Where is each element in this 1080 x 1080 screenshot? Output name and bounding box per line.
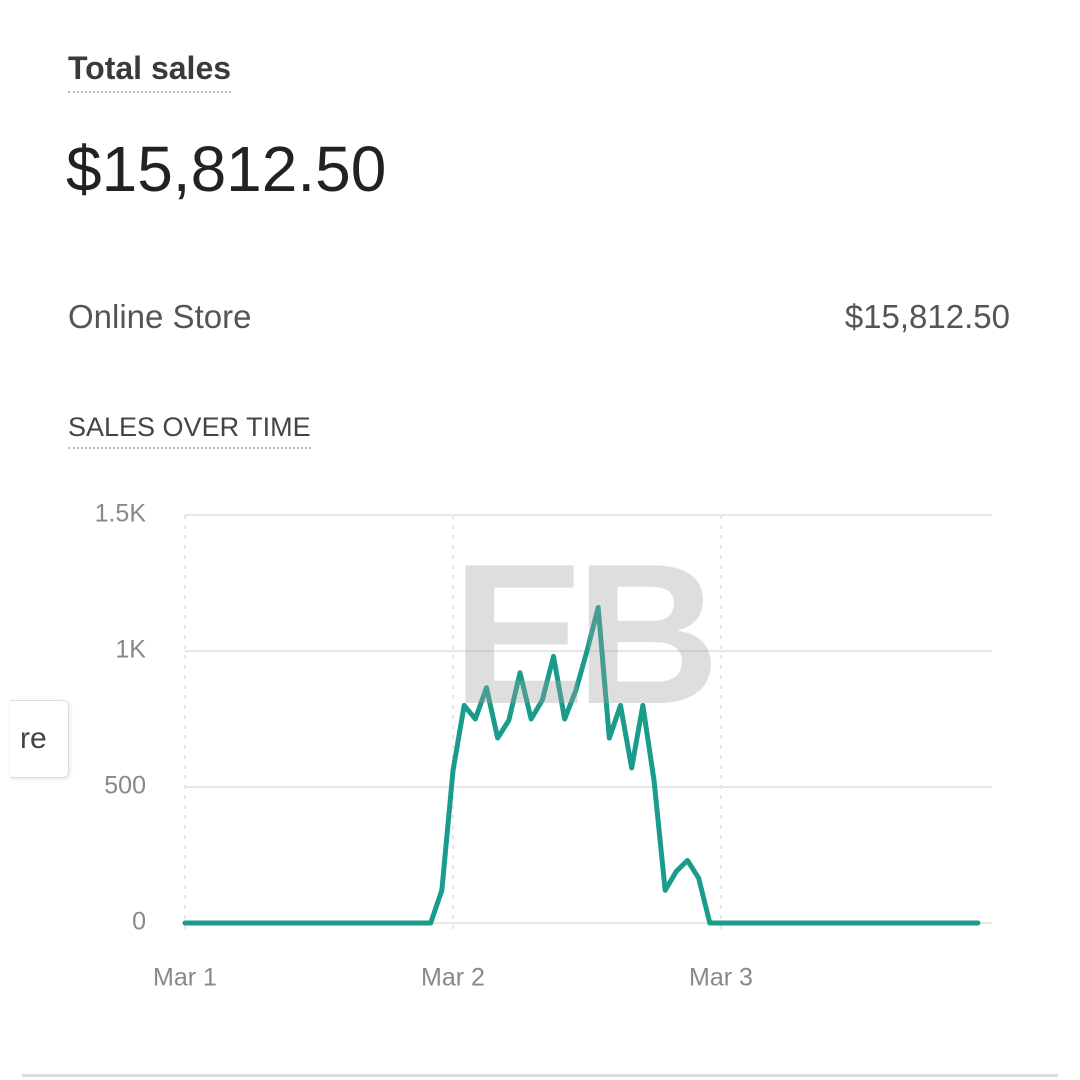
card-title: Total sales (68, 50, 232, 93)
side-tab[interactable]: re (10, 700, 69, 778)
channel-value: $15,812.50 (844, 298, 1010, 335)
x-tick-label: Mar 2 (421, 964, 485, 992)
y-tick-label: 0 (132, 908, 146, 936)
sales-line (182, 604, 981, 926)
watermark: EB (452, 523, 720, 746)
divider (22, 1074, 1058, 1077)
section-title: SALES OVER TIME (68, 412, 311, 449)
x-tick-label: Mar 3 (689, 964, 753, 992)
y-tick-label: 500 (104, 772, 146, 800)
y-tick-label: 1.5K (95, 500, 147, 528)
channel-label: Online Store (68, 298, 252, 335)
total-value: $15,812.50 (66, 133, 387, 205)
y-tick-label: 1K (115, 636, 146, 664)
x-tick-label: Mar 1 (153, 964, 217, 992)
